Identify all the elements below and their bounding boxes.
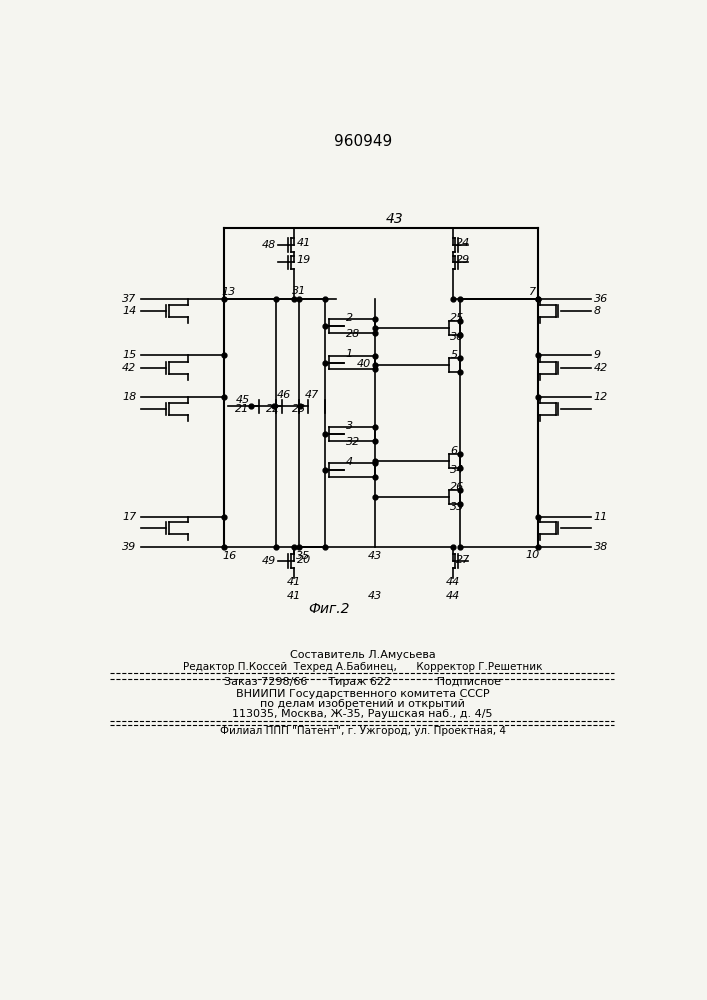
Text: 45: 45 xyxy=(235,395,250,405)
Text: 42: 42 xyxy=(594,363,608,373)
Text: 14: 14 xyxy=(122,306,136,316)
Text: 23: 23 xyxy=(292,404,306,414)
Text: 41: 41 xyxy=(286,591,301,601)
Text: 43: 43 xyxy=(368,551,382,561)
Text: Филиал ППП "Патент", г. Ужгород, ул. Проектная, 4: Филиал ППП "Патент", г. Ужгород, ул. Про… xyxy=(220,726,506,736)
Text: 2: 2 xyxy=(346,313,353,323)
Text: 41: 41 xyxy=(297,238,311,248)
Text: 12: 12 xyxy=(594,392,608,402)
Text: 32: 32 xyxy=(346,437,360,447)
Text: Фиг.2: Фиг.2 xyxy=(308,602,349,616)
Text: 27: 27 xyxy=(456,555,470,565)
Text: 113035, Москва, Ж-35, Раушская наб., д. 4/5: 113035, Москва, Ж-35, Раушская наб., д. … xyxy=(233,709,493,719)
Text: 44: 44 xyxy=(445,577,460,587)
Text: 44: 44 xyxy=(445,591,460,601)
Text: 35: 35 xyxy=(296,551,310,561)
Text: 18: 18 xyxy=(122,392,136,402)
Text: 33: 33 xyxy=(450,502,464,512)
Text: Заказ 7298/66      Тираж 622             Подписное: Заказ 7298/66 Тираж 622 Подписное xyxy=(224,677,501,687)
Text: Составитель Л.Амусьева: Составитель Л.Амусьева xyxy=(290,650,436,660)
Text: 37: 37 xyxy=(122,294,136,304)
Text: по делам изобретений и открытий: по делам изобретений и открытий xyxy=(260,699,465,709)
Text: 5: 5 xyxy=(450,350,457,360)
Text: 42: 42 xyxy=(122,363,136,373)
Text: 6: 6 xyxy=(450,446,457,456)
Text: 16: 16 xyxy=(222,551,237,561)
Text: 38: 38 xyxy=(594,542,608,552)
Text: 3: 3 xyxy=(346,421,353,431)
Text: 39: 39 xyxy=(122,542,136,552)
Text: 40: 40 xyxy=(357,359,371,369)
Text: ВНИИПИ Государственного комитета СССР: ВНИИПИ Государственного комитета СССР xyxy=(236,689,489,699)
Text: 28: 28 xyxy=(346,329,360,339)
Text: 19: 19 xyxy=(297,255,311,265)
Text: 9: 9 xyxy=(594,350,601,360)
Text: 15: 15 xyxy=(122,350,136,360)
Text: 25: 25 xyxy=(450,313,464,323)
Text: 20: 20 xyxy=(297,555,311,565)
Text: 30: 30 xyxy=(450,332,464,342)
Text: 960949: 960949 xyxy=(334,134,392,149)
Text: Редактор П.Коссей  Техред А.Бабинец,      Корректор Г.Решетник: Редактор П.Коссей Техред А.Бабинец, Корр… xyxy=(183,662,542,672)
Text: 36: 36 xyxy=(594,294,608,304)
Text: 10: 10 xyxy=(525,550,539,560)
Text: 26: 26 xyxy=(450,482,464,492)
Text: 43: 43 xyxy=(368,591,382,601)
Text: 24: 24 xyxy=(456,238,470,248)
Text: 7: 7 xyxy=(529,287,536,297)
Text: 48: 48 xyxy=(262,240,276,250)
Text: 41: 41 xyxy=(286,577,301,587)
Text: 1: 1 xyxy=(346,349,353,359)
Text: 43: 43 xyxy=(385,212,404,226)
Text: 17: 17 xyxy=(122,512,136,522)
Text: 34: 34 xyxy=(450,465,464,475)
Text: 29: 29 xyxy=(456,255,470,265)
Text: 22: 22 xyxy=(267,404,281,414)
Text: 4: 4 xyxy=(346,457,353,467)
Text: 47: 47 xyxy=(305,390,319,400)
Text: 13: 13 xyxy=(221,287,235,297)
Text: 46: 46 xyxy=(276,390,291,400)
Text: 49: 49 xyxy=(262,556,276,566)
Text: 31: 31 xyxy=(292,286,306,296)
Text: 21: 21 xyxy=(235,404,250,414)
Text: 11: 11 xyxy=(594,512,608,522)
Text: 8: 8 xyxy=(594,306,601,316)
